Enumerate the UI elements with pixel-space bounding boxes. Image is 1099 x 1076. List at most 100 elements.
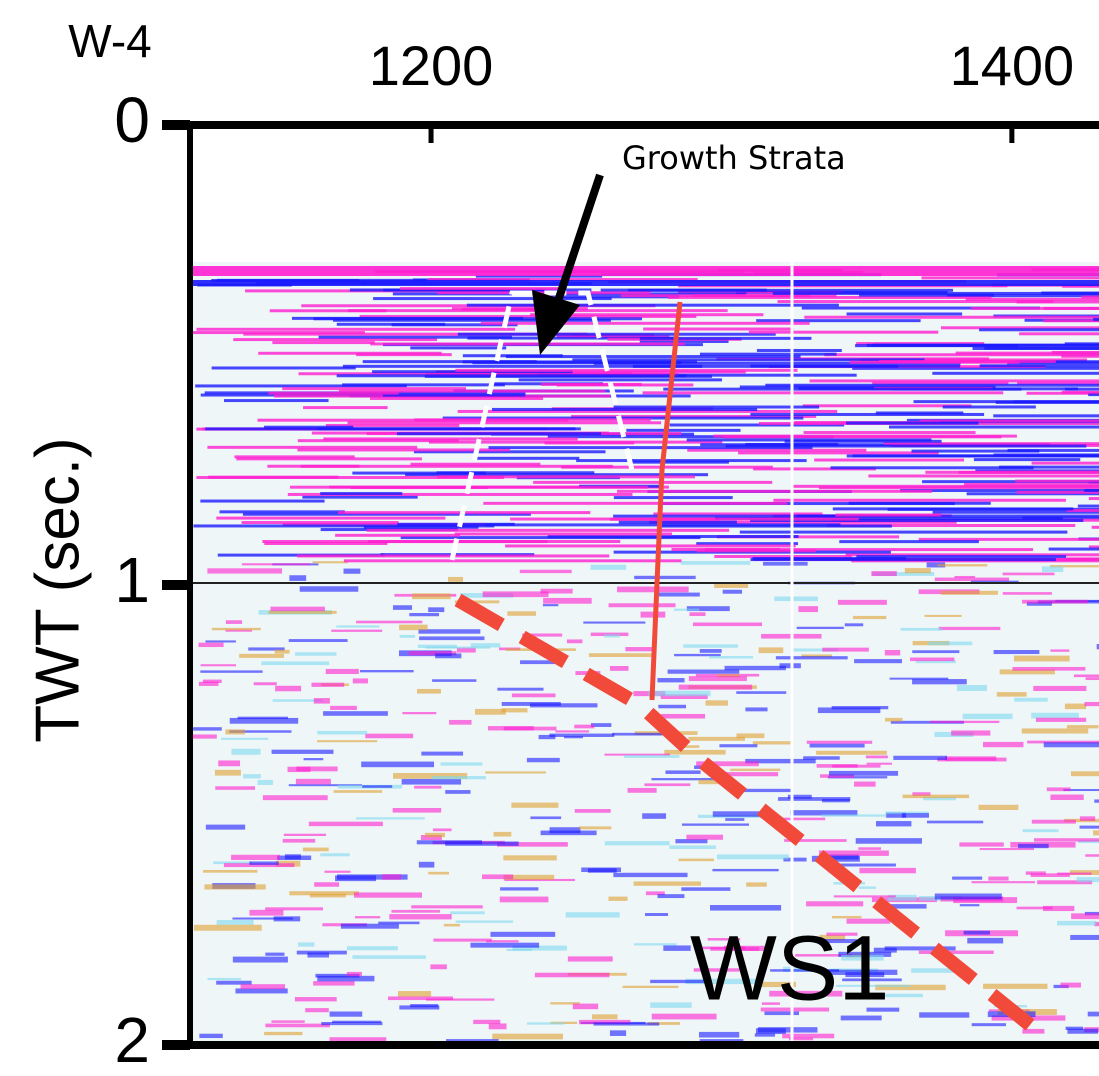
texture-stroke (642, 391, 1004, 395)
texture-stroke (763, 561, 808, 566)
texture-stroke (588, 653, 655, 657)
texture-stroke (697, 946, 746, 950)
texture-stroke (214, 769, 241, 776)
texture-stroke (934, 893, 1002, 900)
texture-stroke (746, 882, 767, 887)
texture-stroke (1018, 843, 1049, 849)
texture-stroke (643, 327, 794, 331)
texture-stroke (1081, 295, 1099, 299)
texture-stroke (565, 912, 620, 918)
texture-stroke (757, 1027, 818, 1033)
texture-stroke (320, 853, 350, 857)
texture-stroke (650, 1002, 692, 1008)
texture-stroke (470, 643, 501, 648)
texture-stroke (773, 498, 1066, 502)
texture-stroke (359, 669, 414, 673)
texture-stroke (832, 507, 1074, 511)
texture-stroke (964, 483, 1099, 487)
texture-stroke (474, 708, 506, 715)
texture-stroke (884, 946, 956, 951)
texture-stroke (801, 306, 1040, 310)
texture-stroke (264, 425, 354, 429)
texture-stroke (391, 323, 518, 327)
texture-stroke (454, 600, 500, 604)
texture-stroke (541, 382, 642, 386)
texture-stroke (677, 290, 842, 294)
texture-stroke (271, 1020, 305, 1023)
texture-stroke (865, 755, 888, 759)
texture-stroke (669, 845, 716, 849)
texture-stroke (912, 792, 931, 797)
texture-stroke (387, 996, 454, 1001)
texture-stroke (331, 629, 383, 632)
texture-stroke (193, 727, 222, 731)
texture-stroke (625, 647, 654, 652)
texture-stroke (710, 905, 782, 911)
texture-stroke (868, 474, 1099, 478)
texture-stroke (505, 355, 801, 359)
texture-stroke (233, 338, 437, 342)
texture-stroke (205, 640, 236, 643)
texture-stroke (445, 790, 471, 794)
seafloor (190, 266, 1099, 276)
texture-stroke (745, 707, 768, 712)
texture-stroke (1088, 497, 1099, 501)
texture-stroke (1025, 871, 1046, 875)
texture-stroke (333, 318, 611, 322)
texture-stroke (919, 419, 1099, 423)
texture-stroke (402, 712, 437, 715)
texture-stroke (530, 313, 764, 317)
texture-stroke (414, 418, 651, 422)
texture-stroke (639, 339, 729, 343)
texture-stroke (795, 954, 853, 957)
texture-stroke (522, 633, 563, 637)
texture-stroke (769, 990, 843, 997)
texture-stroke (561, 465, 773, 469)
texture-stroke (225, 629, 253, 632)
texture-stroke (362, 785, 393, 788)
texture-stroke (788, 1037, 814, 1041)
texture-stroke (911, 968, 959, 973)
texture-stroke (663, 387, 1022, 391)
texture-stroke (1014, 697, 1048, 702)
texture-stroke (320, 492, 403, 496)
texture-stroke (382, 874, 402, 880)
texture-stroke (234, 455, 355, 459)
texture-stroke (249, 861, 279, 865)
texture-stroke (955, 351, 1099, 355)
texture-stroke (970, 580, 1019, 584)
texture-stroke (455, 368, 798, 372)
texture-stroke (1017, 381, 1099, 385)
texture-stroke (959, 904, 980, 907)
texture-stroke (269, 309, 387, 313)
texture-stroke (270, 606, 325, 612)
texture-stroke (1048, 547, 1099, 551)
texture-stroke (978, 804, 1019, 810)
texture-stroke (475, 274, 603, 278)
texture-stroke (1050, 649, 1070, 652)
texture-stroke (435, 370, 746, 374)
texture-stroke (790, 810, 858, 816)
texture-stroke (1066, 508, 1099, 512)
texture-stroke (300, 464, 613, 468)
texture-stroke (875, 821, 912, 827)
texture-stroke (274, 649, 290, 654)
texture-stroke (716, 854, 789, 860)
texture-stroke (305, 1008, 329, 1013)
texture-stroke (784, 839, 847, 842)
texture-stroke (572, 1003, 599, 1010)
texture-stroke (838, 951, 892, 957)
texture-stroke (257, 779, 273, 785)
texture-stroke (845, 553, 1099, 557)
texture-stroke (485, 771, 547, 774)
texture-stroke (1050, 794, 1084, 801)
texture-stroke (365, 733, 414, 739)
texture-stroke (967, 937, 1004, 944)
texture-stroke (761, 1002, 780, 1005)
texture-stroke (717, 674, 741, 678)
texture-stroke (1085, 854, 1099, 857)
texture-stroke (816, 764, 858, 768)
texture-stroke (871, 571, 897, 577)
texture-stroke (824, 353, 1099, 357)
texture-stroke (608, 896, 628, 901)
